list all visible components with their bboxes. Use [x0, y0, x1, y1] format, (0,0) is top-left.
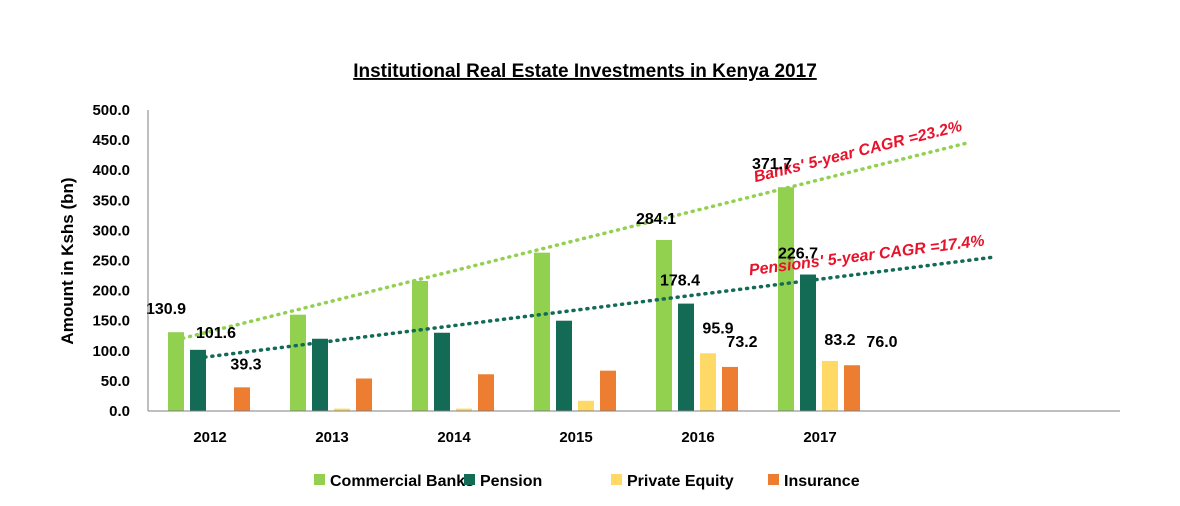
bar-commercial-banks-2017	[778, 187, 794, 411]
bar-insurance-2017	[844, 365, 860, 411]
y-tick-label: 200.0	[92, 283, 130, 300]
bar-pension-2016	[678, 303, 694, 411]
bar-commercial-banks-2012	[168, 332, 184, 411]
bar-pension-2012	[190, 349, 206, 411]
bars	[168, 187, 860, 411]
data-label: 95.9	[702, 320, 733, 337]
bar-insurance-2013	[356, 378, 372, 411]
data-label: 76.0	[866, 334, 897, 351]
y-axis-label: Amount in Kshs (bn)	[58, 177, 77, 344]
bar-insurance-2014	[478, 374, 494, 411]
bar-private-equity-2014	[456, 408, 472, 411]
bar-pension-2013	[312, 338, 328, 411]
data-label: 371.7	[752, 156, 792, 173]
data-label: 178.4	[660, 273, 700, 290]
trendline-commercial-banks	[174, 140, 971, 342]
legend-label: Private Equity	[627, 473, 734, 490]
bar-insurance-2016	[722, 366, 738, 411]
data-label: 226.7	[778, 246, 818, 263]
y-tick-label: 150.0	[92, 313, 130, 330]
data-label: 284.1	[636, 211, 676, 228]
y-tick-label: 250.0	[92, 253, 130, 270]
bar-pension-2017	[800, 274, 816, 411]
bar-commercial-banks-2014	[412, 280, 428, 411]
x-tick-label: 2014	[437, 429, 471, 446]
chart-title: Institutional Real Estate Investments in…	[353, 61, 817, 82]
legend-label: Pension	[480, 473, 542, 490]
y-tick-label: 100.0	[92, 343, 130, 360]
bar-private-equity-2015	[578, 400, 594, 411]
bar-private-equity-2013	[334, 408, 350, 411]
y-tick-label: 450.0	[92, 132, 130, 149]
x-tick-label: 2013	[315, 429, 348, 446]
legend-swatch	[464, 474, 475, 485]
y-tick-label: 50.0	[101, 373, 130, 390]
bar-commercial-banks-2013	[290, 314, 306, 411]
bar-commercial-banks-2016	[656, 239, 672, 411]
bar-insurance-2015	[600, 370, 616, 411]
data-label: 83.2	[824, 332, 855, 349]
data-label: 39.3	[230, 356, 261, 373]
bar-insurance-2012	[234, 387, 250, 411]
y-tick-label: 300.0	[92, 222, 130, 239]
data-label: 73.2	[726, 334, 757, 351]
y-tick-label: 400.0	[92, 162, 130, 179]
y-axis-ticks: 0.0 50.0 100.0 150.0 200.0 250.0 300.0 350.0 400…	[92, 102, 130, 420]
legend-swatch	[768, 474, 779, 485]
bar-private-equity-2017	[822, 360, 838, 411]
legend-swatch	[611, 474, 622, 485]
bar-private-equity-2016	[700, 353, 716, 411]
data-label: 130.9	[146, 301, 186, 318]
data-labels: 130.9 101.6 39.3 284.1 178.4 95.973.2 371.7 226…	[146, 156, 898, 373]
bar-pension-2015	[556, 320, 572, 411]
y-tick-label: 350.0	[92, 192, 130, 209]
x-tick-label: 2017	[803, 429, 836, 446]
legend-label: Commercial Banks	[330, 473, 474, 490]
bar-pension-2014	[434, 332, 450, 411]
y-tick-label: 0.0	[109, 403, 130, 420]
bar-commercial-banks-2015	[534, 252, 550, 411]
trendline-pension	[196, 255, 993, 360]
x-tick-label: 2015	[559, 429, 592, 446]
legend-swatch	[314, 474, 325, 485]
legend: Commercial Banks Pension Private Equity Ins…	[314, 473, 860, 490]
x-tick-label: 2016	[681, 429, 714, 446]
legend-label: Insurance	[784, 473, 860, 490]
y-tick-label: 500.0	[92, 102, 130, 119]
x-axis-ticks: 2012 2013 2014 2015 2016 2017	[193, 429, 836, 446]
x-tick-label: 2012	[193, 429, 226, 446]
data-label: 101.6	[196, 325, 236, 342]
